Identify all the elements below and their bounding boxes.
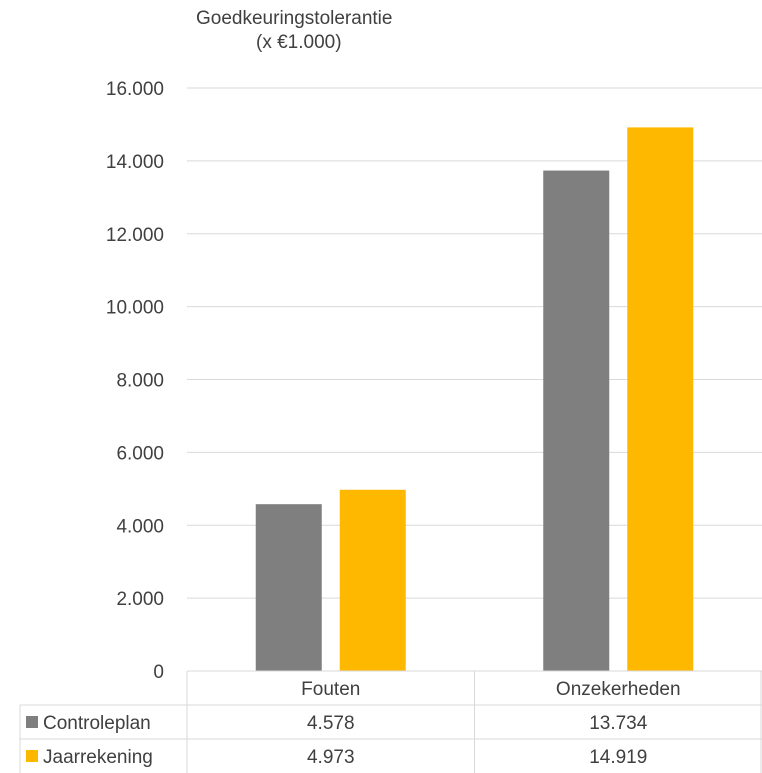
- x-tick-label: Onzekerheden: [556, 679, 681, 700]
- y-tick-label: 0: [153, 662, 164, 683]
- y-axis-ticks: 0 2.000 4.000 6.000 8.000 10.000 12.000 14.000 1…: [106, 79, 164, 683]
- x-tick-label: Fouten: [301, 679, 360, 700]
- data-label: 13.734: [589, 713, 648, 734]
- data-label: 4.578: [307, 713, 355, 734]
- y-tick-label: 2.000: [116, 589, 164, 610]
- bar-jaarrekening-onzekerheden: [627, 127, 694, 672]
- bar-jaarrekening-fouten: [339, 489, 406, 671]
- y-tick-label: 10.000: [106, 298, 164, 319]
- chart-title-line-1: Goedkeuringstolerantie: [196, 8, 393, 29]
- y-tick-label: 4.000: [116, 516, 164, 537]
- data-label: 14.919: [589, 747, 647, 768]
- y-tick-label: 6.000: [116, 443, 164, 464]
- bar-controleplan-onzekerheden: [543, 170, 610, 671]
- legend-swatch: [26, 716, 38, 728]
- y-tick-label: 8.000: [116, 371, 164, 392]
- legend-swatch: [26, 750, 38, 762]
- y-tick-label: 12.000: [106, 225, 164, 246]
- chart-title-line-2: (x €1.000): [256, 32, 342, 53]
- data-table: Fouten Onzekerheden Controleplan 4.578 13.73…: [19, 670, 762, 773]
- y-tick-label: 14.000: [106, 152, 164, 173]
- data-label: 4.973: [307, 747, 355, 768]
- y-tick-label: 16.000: [106, 79, 164, 100]
- legend-label: Controleplan: [43, 713, 151, 734]
- legend-label: Jaarrekening: [43, 747, 153, 768]
- bars: [255, 127, 694, 672]
- chart-title: Goedkeuringstolerantie (x €1.000): [196, 7, 466, 55]
- bar-controleplan-fouten: [255, 504, 322, 671]
